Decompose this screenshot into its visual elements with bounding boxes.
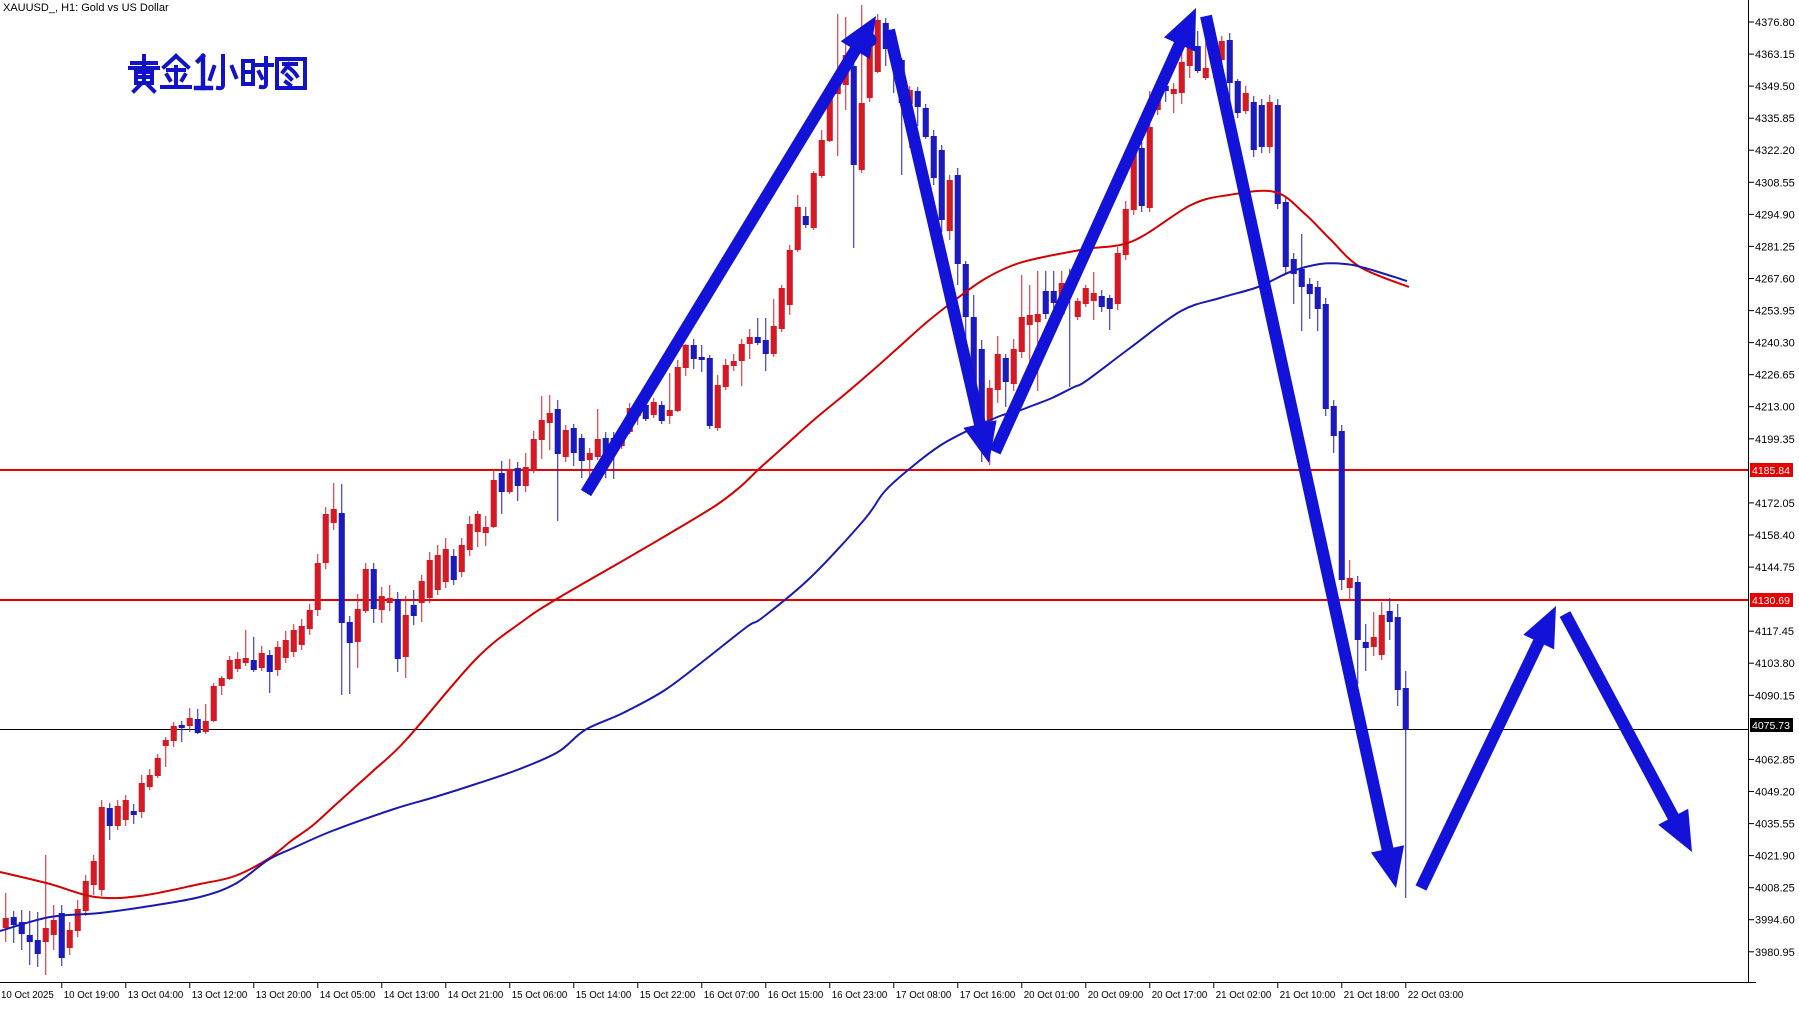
svg-text:4185.84: 4185.84 — [1752, 465, 1790, 477]
svg-text:14 Oct 05:00: 14 Oct 05:00 — [320, 990, 376, 1001]
svg-text:4322.20: 4322.20 — [1755, 145, 1795, 157]
svg-text:3980.95: 3980.95 — [1755, 947, 1795, 959]
svg-text:4117.45: 4117.45 — [1755, 626, 1794, 638]
svg-text:4253.95: 4253.95 — [1755, 306, 1795, 318]
svg-text:20 Oct 09:00: 20 Oct 09:00 — [1088, 990, 1144, 1001]
svg-text:4062.85: 4062.85 — [1755, 754, 1795, 766]
svg-text:15 Oct 14:00: 15 Oct 14:00 — [576, 990, 632, 1001]
svg-text:4172.05: 4172.05 — [1755, 498, 1795, 510]
svg-text:4049.20: 4049.20 — [1755, 787, 1795, 799]
svg-text:22 Oct 03:00: 22 Oct 03:00 — [1408, 990, 1464, 1001]
svg-text:4103.80: 4103.80 — [1755, 658, 1795, 670]
svg-text:16 Oct 23:00: 16 Oct 23:00 — [832, 990, 888, 1001]
svg-text:13 Oct 12:00: 13 Oct 12:00 — [192, 990, 248, 1001]
svg-text:4199.35: 4199.35 — [1755, 434, 1795, 446]
svg-text:14 Oct 13:00: 14 Oct 13:00 — [384, 990, 440, 1001]
svg-text:4294.90: 4294.90 — [1755, 209, 1795, 221]
svg-text:13 Oct 20:00: 13 Oct 20:00 — [256, 990, 312, 1001]
svg-text:4308.55: 4308.55 — [1755, 177, 1795, 189]
svg-text:4021.90: 4021.90 — [1755, 851, 1795, 863]
svg-text:4130.69: 4130.69 — [1752, 595, 1790, 607]
svg-text:17 Oct 16:00: 17 Oct 16:00 — [960, 990, 1016, 1001]
svg-text:4213.00: 4213.00 — [1755, 402, 1795, 414]
svg-text:4075.73: 4075.73 — [1752, 720, 1790, 732]
svg-text:3994.60: 3994.60 — [1755, 915, 1795, 927]
svg-text:4090.15: 4090.15 — [1755, 690, 1795, 702]
svg-text:4376.80: 4376.80 — [1755, 17, 1795, 29]
svg-text:15 Oct 22:00: 15 Oct 22:00 — [640, 990, 696, 1001]
svg-text:21 Oct 18:00: 21 Oct 18:00 — [1344, 990, 1400, 1001]
svg-text:4349.50: 4349.50 — [1755, 81, 1795, 93]
svg-text:4035.55: 4035.55 — [1755, 819, 1795, 831]
svg-text:4267.60: 4267.60 — [1755, 274, 1795, 286]
svg-text:20 Oct 01:00: 20 Oct 01:00 — [1024, 990, 1080, 1001]
svg-text:10 Oct 2025: 10 Oct 2025 — [1, 990, 54, 1001]
svg-text:16 Oct 07:00: 16 Oct 07:00 — [704, 990, 760, 1001]
svg-text:4158.40: 4158.40 — [1755, 530, 1795, 542]
svg-text:4008.25: 4008.25 — [1755, 883, 1795, 895]
svg-text:4226.65: 4226.65 — [1755, 370, 1795, 382]
svg-text:4335.85: 4335.85 — [1755, 113, 1795, 125]
svg-text:16 Oct 15:00: 16 Oct 15:00 — [768, 990, 824, 1001]
svg-text:4144.75: 4144.75 — [1755, 562, 1795, 574]
svg-text:21 Oct 02:00: 21 Oct 02:00 — [1216, 990, 1272, 1001]
svg-text:4240.30: 4240.30 — [1755, 338, 1795, 350]
svg-text:15 Oct 06:00: 15 Oct 06:00 — [512, 990, 568, 1001]
svg-text:21 Oct 10:00: 21 Oct 10:00 — [1280, 990, 1336, 1001]
svg-text:4281.25: 4281.25 — [1755, 241, 1795, 253]
svg-text:4363.15: 4363.15 — [1755, 49, 1795, 61]
svg-text:13 Oct 04:00: 13 Oct 04:00 — [128, 990, 184, 1001]
svg-text:10 Oct 19:00: 10 Oct 19:00 — [64, 990, 120, 1001]
svg-text:17 Oct 08:00: 17 Oct 08:00 — [896, 990, 952, 1001]
svg-text:20 Oct 17:00: 20 Oct 17:00 — [1152, 990, 1208, 1001]
svg-text:14 Oct 21:00: 14 Oct 21:00 — [448, 990, 504, 1001]
svg-text:XAUUSD_, H1: Gold vs US Dolla: XAUUSD_, H1: Gold vs US Dollar — [3, 2, 169, 14]
